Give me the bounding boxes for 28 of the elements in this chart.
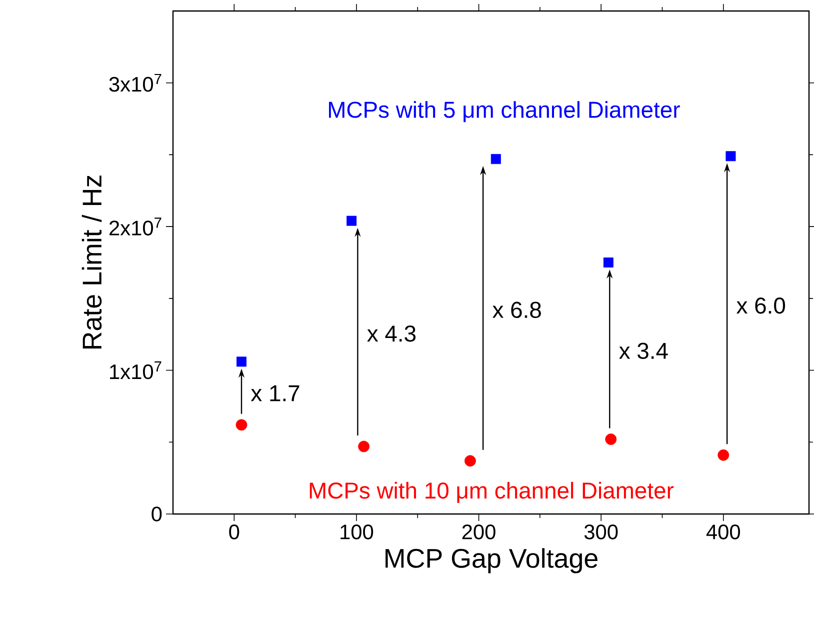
point [236, 419, 248, 431]
point [605, 434, 617, 445]
point [346, 216, 357, 226]
y-tick-label: 1x10$^{7}$ [110, 361, 162, 380]
x-axis-title: MCP Gap Voltage [386, 548, 598, 574]
y-tick-label: 0 [152, 506, 162, 522]
annotation: x 6.0 [736, 298, 786, 314]
point [236, 356, 246, 367]
y-axis-title: Rate Limit / Hz [82, 176, 102, 348]
series-label: MCPs with 5 μm channel Diameter [328, 101, 680, 122]
x-tick-label: 400 [706, 524, 740, 540]
annotation: x 4.3 [367, 326, 416, 342]
point [718, 449, 730, 461]
annotation: x 6.8 [492, 302, 541, 318]
x-tick-label: 200 [462, 524, 496, 540]
point [490, 154, 501, 164]
x-tick-label: 100 [340, 524, 374, 540]
y-tick-label: 3x10$^{7}$ [109, 74, 162, 92]
point [464, 455, 476, 467]
x-tick-label: 300 [584, 524, 618, 540]
point [358, 440, 370, 452]
y-tick-label: 2x10$^{7}$ [110, 218, 162, 236]
series-label: MCPs with 10 μm channel Diameter [310, 482, 674, 503]
annotation: x 1.7 [250, 385, 300, 402]
point [603, 258, 614, 268]
point [726, 151, 736, 162]
x-tick-label: 0 [229, 524, 240, 540]
annotation: x 3.4 [619, 342, 668, 359]
